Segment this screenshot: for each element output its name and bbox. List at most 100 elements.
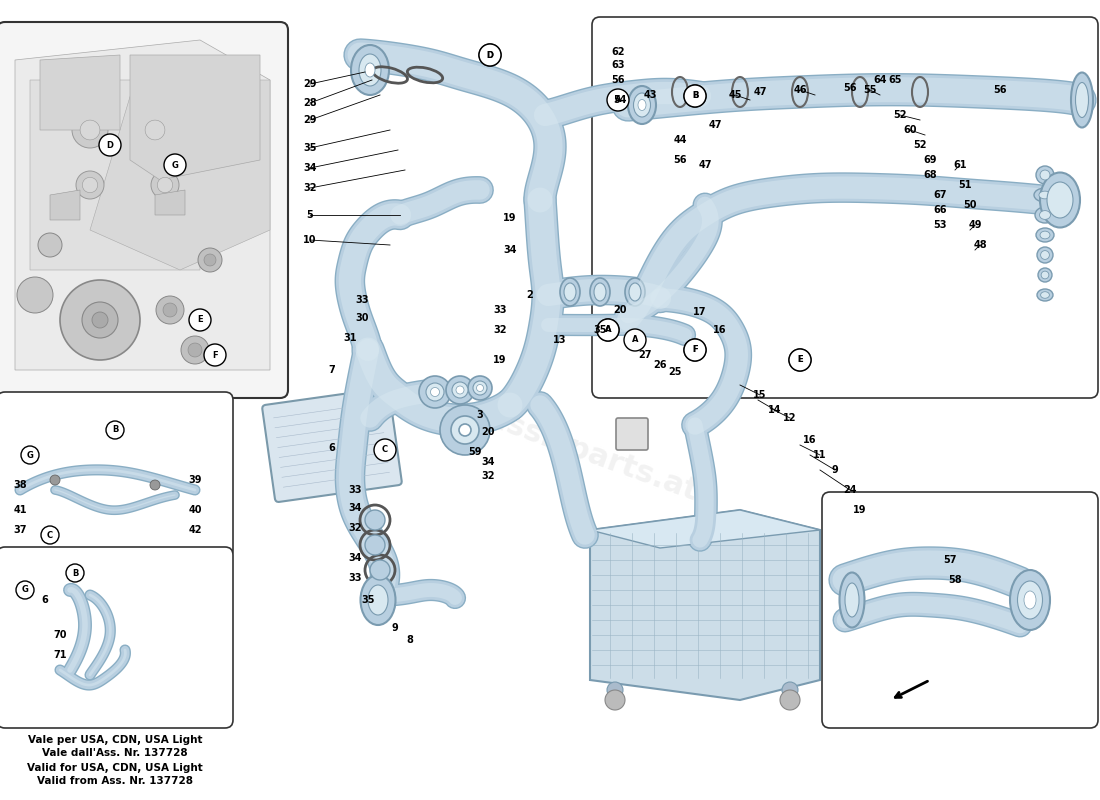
Circle shape bbox=[459, 424, 471, 436]
Ellipse shape bbox=[1018, 581, 1043, 619]
FancyBboxPatch shape bbox=[0, 547, 233, 728]
Circle shape bbox=[82, 302, 118, 338]
Text: F: F bbox=[692, 346, 697, 354]
Text: 34: 34 bbox=[349, 503, 362, 513]
Circle shape bbox=[16, 581, 34, 599]
Circle shape bbox=[789, 349, 811, 371]
Text: 30: 30 bbox=[355, 313, 368, 323]
Ellipse shape bbox=[1024, 591, 1036, 609]
Ellipse shape bbox=[594, 283, 606, 301]
Text: E: E bbox=[798, 355, 803, 365]
Circle shape bbox=[684, 85, 706, 107]
Circle shape bbox=[204, 344, 226, 366]
Text: 56: 56 bbox=[844, 83, 857, 93]
Text: 34: 34 bbox=[482, 457, 495, 467]
Text: 16: 16 bbox=[713, 325, 727, 335]
Ellipse shape bbox=[560, 278, 580, 306]
Circle shape bbox=[684, 85, 706, 107]
Polygon shape bbox=[90, 80, 270, 270]
Text: 6: 6 bbox=[42, 595, 48, 605]
Circle shape bbox=[99, 134, 121, 156]
Text: 47: 47 bbox=[708, 120, 722, 130]
Polygon shape bbox=[155, 190, 185, 215]
Text: A: A bbox=[615, 95, 622, 105]
Text: 59: 59 bbox=[469, 447, 482, 457]
Text: 58: 58 bbox=[948, 575, 961, 585]
Text: 19: 19 bbox=[504, 213, 517, 223]
Text: 33: 33 bbox=[355, 295, 368, 305]
Ellipse shape bbox=[638, 99, 646, 110]
Ellipse shape bbox=[634, 93, 650, 117]
Circle shape bbox=[473, 381, 487, 395]
Circle shape bbox=[39, 233, 62, 257]
Ellipse shape bbox=[1042, 271, 1048, 279]
Circle shape bbox=[426, 383, 444, 401]
Text: 20: 20 bbox=[614, 305, 627, 315]
Circle shape bbox=[780, 690, 800, 710]
Ellipse shape bbox=[359, 54, 381, 86]
Text: E: E bbox=[798, 355, 803, 365]
Ellipse shape bbox=[361, 575, 396, 625]
Text: 32: 32 bbox=[482, 471, 495, 481]
Text: 19: 19 bbox=[854, 505, 867, 515]
Circle shape bbox=[21, 446, 38, 464]
Text: F: F bbox=[212, 350, 218, 359]
Ellipse shape bbox=[1010, 570, 1050, 630]
Text: 53: 53 bbox=[933, 220, 947, 230]
Circle shape bbox=[452, 382, 468, 398]
Text: 64: 64 bbox=[873, 75, 887, 85]
Text: 26: 26 bbox=[653, 360, 667, 370]
Circle shape bbox=[164, 154, 186, 176]
Circle shape bbox=[150, 480, 160, 490]
Text: 40: 40 bbox=[188, 505, 201, 515]
Polygon shape bbox=[30, 80, 200, 270]
Text: 66: 66 bbox=[933, 205, 947, 215]
Text: 11: 11 bbox=[813, 450, 827, 460]
Text: Valid for USA, CDN, USA Light: Valid for USA, CDN, USA Light bbox=[28, 763, 202, 773]
Text: 29: 29 bbox=[304, 79, 317, 89]
Ellipse shape bbox=[1076, 82, 1089, 118]
Text: 32: 32 bbox=[304, 183, 317, 193]
Text: 16: 16 bbox=[803, 435, 816, 445]
Ellipse shape bbox=[1041, 170, 1049, 180]
Circle shape bbox=[478, 44, 500, 66]
Text: 63: 63 bbox=[612, 60, 625, 70]
Circle shape bbox=[92, 312, 108, 328]
Ellipse shape bbox=[368, 585, 388, 615]
Ellipse shape bbox=[629, 283, 641, 301]
Text: 32: 32 bbox=[493, 325, 507, 335]
Text: 24: 24 bbox=[844, 485, 857, 495]
Text: 44: 44 bbox=[673, 135, 686, 145]
Circle shape bbox=[370, 560, 390, 580]
Text: 13: 13 bbox=[553, 335, 566, 345]
Circle shape bbox=[451, 416, 478, 444]
Circle shape bbox=[607, 89, 629, 111]
Text: Vale dall'Ass. Nr. 137728: Vale dall'Ass. Nr. 137728 bbox=[42, 748, 188, 758]
Circle shape bbox=[597, 319, 619, 341]
Ellipse shape bbox=[365, 63, 375, 77]
Text: 5: 5 bbox=[307, 210, 314, 220]
Ellipse shape bbox=[625, 278, 645, 306]
Text: 27: 27 bbox=[638, 350, 651, 360]
Circle shape bbox=[138, 112, 173, 148]
Text: 15: 15 bbox=[754, 390, 767, 400]
Text: 33: 33 bbox=[493, 305, 507, 315]
Polygon shape bbox=[590, 510, 820, 700]
Text: 45: 45 bbox=[728, 90, 741, 100]
Ellipse shape bbox=[1040, 210, 1050, 219]
Text: 9: 9 bbox=[392, 623, 398, 633]
Text: 35: 35 bbox=[593, 325, 607, 335]
Circle shape bbox=[189, 309, 211, 331]
Circle shape bbox=[198, 248, 222, 272]
Text: 33: 33 bbox=[349, 573, 362, 583]
FancyBboxPatch shape bbox=[0, 392, 233, 558]
Circle shape bbox=[605, 690, 625, 710]
Text: 10: 10 bbox=[304, 235, 317, 245]
Circle shape bbox=[72, 112, 108, 148]
Text: B: B bbox=[692, 91, 698, 101]
Circle shape bbox=[684, 339, 706, 361]
Text: 54: 54 bbox=[614, 95, 627, 105]
Text: D: D bbox=[486, 50, 494, 59]
Text: 7: 7 bbox=[329, 365, 336, 375]
Ellipse shape bbox=[1041, 292, 1049, 298]
